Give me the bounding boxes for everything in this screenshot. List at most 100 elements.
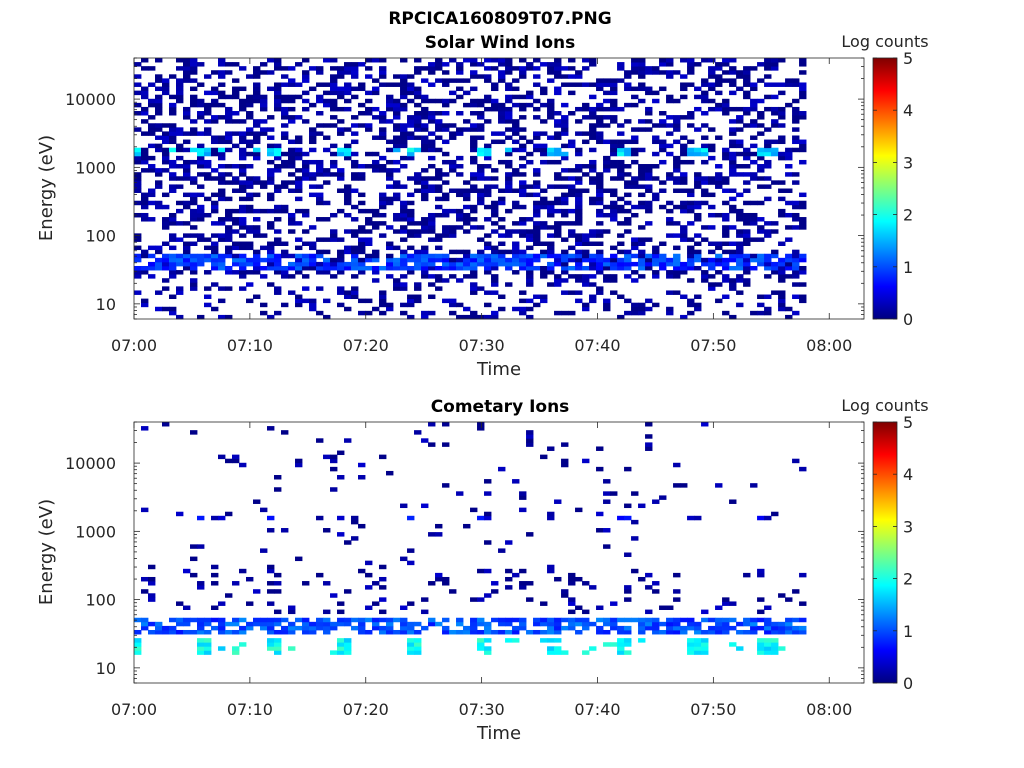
spectrogram-cell — [750, 253, 758, 259]
spectrogram-cell — [624, 172, 632, 177]
spectrogram-cell — [211, 151, 219, 157]
spectrogram-cell — [218, 192, 226, 198]
spectrogram-cell — [141, 168, 149, 173]
spectrogram-cell — [631, 306, 639, 312]
spectrogram-cell — [582, 102, 590, 108]
spectrogram-cell — [764, 184, 772, 189]
spectrogram-cell — [498, 139, 506, 145]
spectrogram-cell — [582, 188, 590, 193]
spectrogram-cell — [505, 135, 513, 140]
spectrogram-cell — [330, 151, 338, 157]
spectrogram-cell — [729, 257, 737, 263]
spectrogram-cell — [190, 257, 198, 263]
spectrogram-cell — [652, 245, 660, 251]
spectrogram-cell — [638, 302, 646, 308]
spectrogram-cell — [589, 282, 597, 287]
spectrogram-cell — [400, 139, 408, 145]
spectrogram-cell — [533, 233, 541, 238]
spectrogram-cell — [617, 625, 625, 631]
spectrogram-cell — [750, 66, 758, 71]
spectrogram-cell — [540, 241, 548, 246]
spectrogram-cell — [393, 629, 401, 635]
spectrogram-cell — [211, 200, 219, 206]
spectrogram-cell — [484, 245, 492, 251]
spectrogram-cell — [743, 74, 751, 79]
spectrogram-cell — [624, 515, 632, 521]
spectrogram-cell — [190, 70, 198, 75]
spectrogram-cell — [540, 601, 548, 606]
spectrogram-cell — [281, 184, 289, 189]
spectrogram-cell — [554, 253, 562, 259]
spectrogram-cell — [239, 225, 247, 230]
spectrogram-cell — [624, 70, 632, 75]
spectrogram-cell — [666, 176, 674, 181]
spectrogram-cell — [554, 123, 562, 128]
spectrogram-cell — [260, 131, 268, 136]
spectrogram-cell — [554, 278, 562, 283]
spectrogram-cell — [183, 147, 191, 153]
spectrogram-cell — [246, 94, 254, 100]
spectrogram-cell — [477, 422, 485, 427]
spectrogram-cell — [330, 102, 338, 108]
spectrogram-cell — [288, 115, 296, 120]
spectrogram-cell — [449, 233, 457, 238]
spectrogram-cell — [302, 58, 310, 63]
spectrogram-cell — [218, 253, 226, 259]
spectrogram-cell — [750, 212, 758, 218]
spectrogram-cell — [190, 147, 198, 153]
spectrogram-cell — [421, 168, 429, 173]
spectrogram-cell — [736, 208, 744, 214]
spectrogram-cell — [442, 617, 450, 623]
spectrogram-cell — [638, 82, 646, 87]
spectrogram-cell — [638, 66, 646, 71]
spectrogram-cell — [155, 290, 163, 295]
spectrogram-cell — [785, 265, 793, 271]
spectrogram-cell — [372, 221, 380, 226]
spectrogram-cell — [757, 609, 765, 615]
spectrogram-cell — [617, 261, 625, 267]
spectrogram-cell — [736, 70, 744, 75]
spectrogram-cell — [708, 58, 716, 63]
spectrogram-cell — [225, 270, 233, 275]
spectrogram-cell — [792, 217, 800, 222]
spectrogram-cell — [477, 147, 485, 153]
spectrogram-cell — [799, 159, 807, 165]
spectrogram-cell — [708, 225, 716, 230]
spectrogram-cell — [799, 629, 807, 635]
spectrogram-cell — [603, 159, 611, 165]
spectrogram-cell — [652, 249, 660, 255]
spectrogram-cell — [547, 629, 555, 635]
spectrogram-cell — [673, 127, 681, 132]
spectrogram-cell — [519, 257, 527, 263]
spectrogram-cell — [351, 290, 359, 295]
spectrogram-cell — [316, 98, 324, 104]
spectrogram-cell — [722, 597, 730, 602]
spectrogram-cell — [568, 111, 576, 116]
spectrogram-cell — [785, 617, 793, 623]
spectrogram-cell — [652, 302, 660, 308]
spectrogram-cell — [764, 74, 772, 79]
spectrogram-cell — [512, 229, 520, 234]
spectrogram-cell — [680, 176, 688, 181]
spectrogram-cell — [414, 94, 422, 100]
x-tick-label: 07:00 — [111, 336, 157, 355]
spectrogram-cell — [407, 233, 415, 238]
spectrogram-cell — [589, 200, 597, 206]
spectrogram-cell — [610, 274, 618, 279]
spectrogram-cell — [736, 621, 744, 627]
spectrogram-cell — [561, 625, 569, 631]
spectrogram-cell — [435, 196, 443, 202]
spectrogram-cell — [554, 225, 562, 230]
spectrogram-cell — [351, 139, 359, 145]
spectrogram-cell — [302, 176, 310, 181]
spectrogram-cell — [596, 82, 604, 87]
spectrogram-cell — [533, 147, 541, 153]
spectrogram-cell — [792, 204, 800, 210]
spectrogram-cell — [323, 98, 331, 104]
spectrogram-cell — [701, 225, 709, 230]
spectrogram-cell — [379, 164, 387, 169]
spectrogram-cell — [512, 261, 520, 267]
spectrogram-cell — [428, 147, 436, 153]
spectrogram-cell — [309, 621, 317, 627]
spectrogram-cell — [225, 70, 233, 75]
